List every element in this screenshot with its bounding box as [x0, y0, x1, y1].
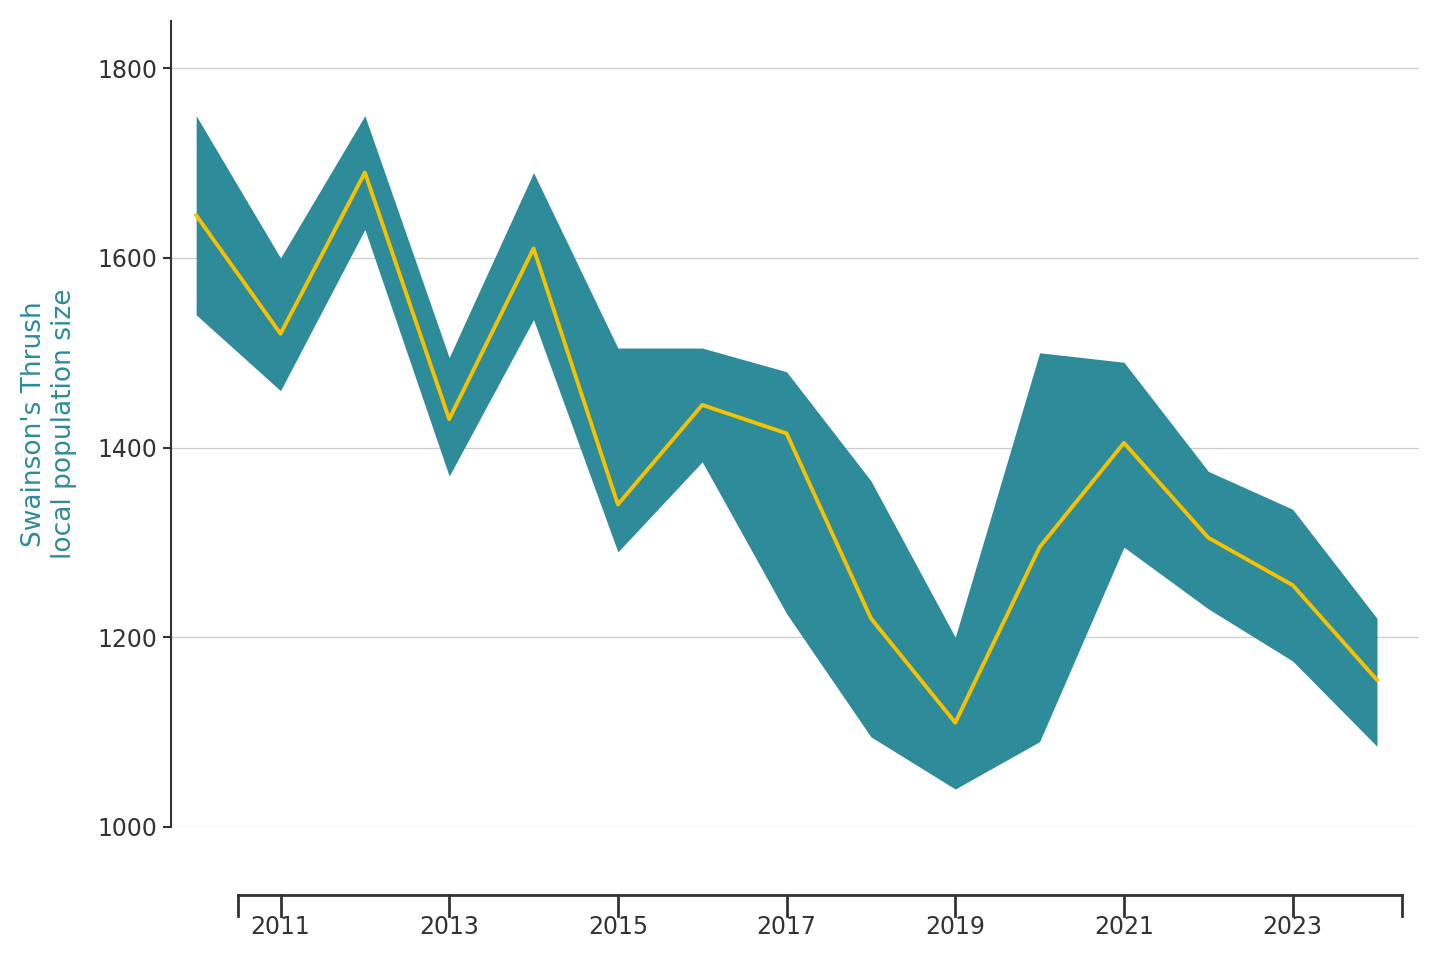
Y-axis label: Swainson's Thrush
local population size: Swainson's Thrush local population size — [20, 289, 76, 559]
